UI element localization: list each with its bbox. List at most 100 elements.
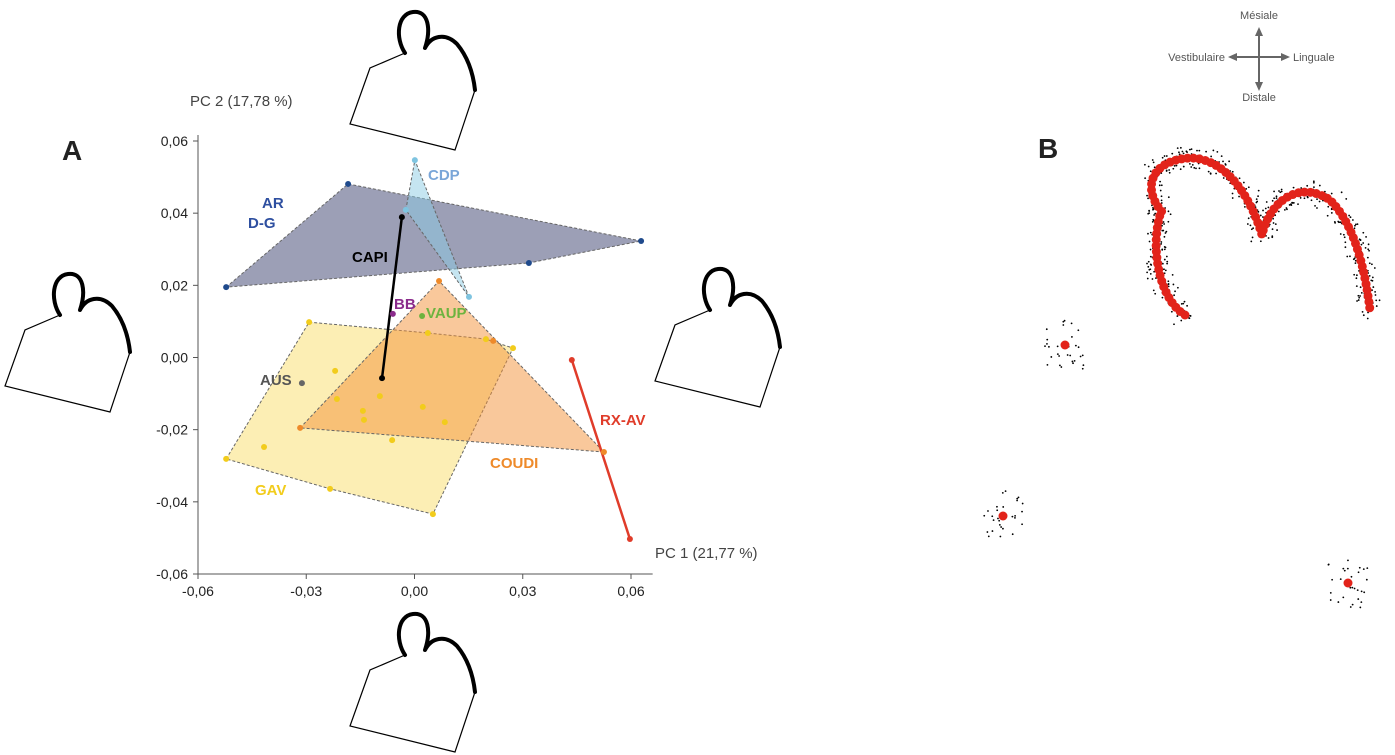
- landmark-sample: [1190, 166, 1193, 168]
- landmark-sample: [1147, 197, 1149, 200]
- landmark-sample: [1231, 170, 1234, 173]
- landmark-sample: [1252, 227, 1255, 230]
- landmark-sample: [1205, 150, 1207, 153]
- landmark-sample: [1002, 506, 1005, 508]
- landmark-sample: [1176, 315, 1179, 317]
- point: [419, 403, 426, 410]
- point: [626, 535, 633, 542]
- landmark-sample: [1318, 200, 1321, 203]
- landmark-sample: [1166, 262, 1169, 265]
- landmark-sample: [1016, 499, 1019, 502]
- landmark-sample: [1011, 533, 1014, 536]
- landmark-sample: [1353, 227, 1356, 230]
- landmark-sample: [1238, 177, 1241, 180]
- group-line: [570, 359, 632, 540]
- point: [424, 329, 431, 336]
- landmark-sample: [1160, 199, 1163, 202]
- landmark-sample: [1196, 149, 1198, 152]
- x-tick-label: -0,06: [182, 583, 214, 599]
- landmark-sample: [1356, 589, 1359, 592]
- landmark-sample: [1279, 191, 1282, 194]
- landmark-sample: [1327, 563, 1330, 566]
- landmark-sample: [1172, 283, 1175, 286]
- point: [510, 345, 517, 352]
- landmark-sample: [1347, 559, 1349, 562]
- landmark-sample: [1195, 167, 1197, 170]
- landmark-sample: [1337, 601, 1340, 603]
- landmark-sample: [1247, 217, 1250, 220]
- landmark-sample: [1228, 160, 1231, 163]
- landmark-sample: [1182, 152, 1185, 155]
- landmark-sample: [1162, 229, 1165, 232]
- landmark-sample: [1001, 491, 1004, 494]
- landmark-sample: [1340, 191, 1343, 194]
- landmark-sample: [1249, 224, 1252, 227]
- point: [306, 319, 313, 326]
- y-tick-label: 0,00: [161, 350, 188, 366]
- shape-outline: [653, 266, 782, 409]
- landmark-sample: [1352, 258, 1355, 261]
- landmark-sample: [1316, 198, 1318, 201]
- landmark-sample: [1191, 164, 1194, 166]
- landmark-sample: [1272, 217, 1275, 220]
- landmark-sample: [1150, 264, 1153, 266]
- shape-outline: [348, 611, 477, 754]
- landmark-sample: [1348, 214, 1351, 217]
- landmark-sample: [1146, 262, 1148, 265]
- landmark-sample: [1375, 305, 1378, 307]
- landmark-sample: [1351, 586, 1354, 589]
- landmark-sample: [1372, 286, 1375, 288]
- landmark-sample: [1186, 151, 1188, 154]
- landmark-sample: [1231, 192, 1234, 195]
- landmark-sample: [1153, 214, 1155, 216]
- landmark-sample: [1313, 186, 1315, 189]
- group-label: COUDI: [490, 455, 538, 472]
- panel-label: A: [62, 135, 82, 166]
- point: [402, 206, 409, 213]
- landmark-sample: [1346, 567, 1349, 570]
- landmark-sample: [1355, 223, 1357, 226]
- landmark-mean: [1060, 340, 1070, 350]
- landmark-sample: [1373, 267, 1376, 269]
- landmark-sample: [1356, 223, 1359, 226]
- landmark-sample: [1370, 279, 1373, 282]
- landmark-sample: [1359, 606, 1362, 609]
- landmark-mean: [1343, 578, 1353, 588]
- landmark-sample: [1326, 214, 1329, 217]
- landmark-sample: [1164, 232, 1167, 234]
- lines: [380, 216, 632, 540]
- landmark-sample: [1276, 229, 1278, 231]
- landmark-sample: [1056, 345, 1059, 348]
- landmark-sample: [1220, 155, 1223, 158]
- landmark-sample: [1082, 364, 1085, 367]
- landmark-mean: [998, 511, 1008, 521]
- landmark-sample: [1163, 235, 1166, 238]
- landmark-sample: [1016, 497, 1019, 500]
- landmark-sample: [1186, 304, 1189, 307]
- landmark-sample: [991, 515, 994, 518]
- landmark-sample: [1262, 216, 1264, 218]
- landmark-sample: [1370, 263, 1373, 266]
- landmark-sample: [1297, 203, 1299, 206]
- group-label: CAPI: [352, 249, 388, 266]
- landmark-sample: [1160, 202, 1163, 204]
- landmark-sample: [998, 519, 1001, 522]
- landmark-sample: [1180, 302, 1183, 305]
- landmark-sample: [1077, 346, 1080, 349]
- point: [223, 455, 230, 462]
- landmark-sample: [1329, 591, 1332, 594]
- landmark-sample: [1357, 299, 1360, 301]
- landmark-sample: [1154, 212, 1157, 215]
- landmark-sample: [1278, 190, 1280, 192]
- landmark-sample: [1362, 568, 1365, 571]
- landmark-sample: [1361, 310, 1364, 313]
- landmark-sample: [1149, 170, 1152, 173]
- landmark-sample: [1148, 212, 1151, 215]
- landmark-sample: [1182, 302, 1185, 305]
- landmark-sample: [987, 535, 990, 538]
- landmark-sample: [1149, 248, 1152, 251]
- landmark-sample: [1238, 195, 1240, 198]
- landmark-sample: [1344, 246, 1347, 249]
- landmark-sample: [1079, 355, 1082, 358]
- landmark-sample: [1081, 354, 1084, 357]
